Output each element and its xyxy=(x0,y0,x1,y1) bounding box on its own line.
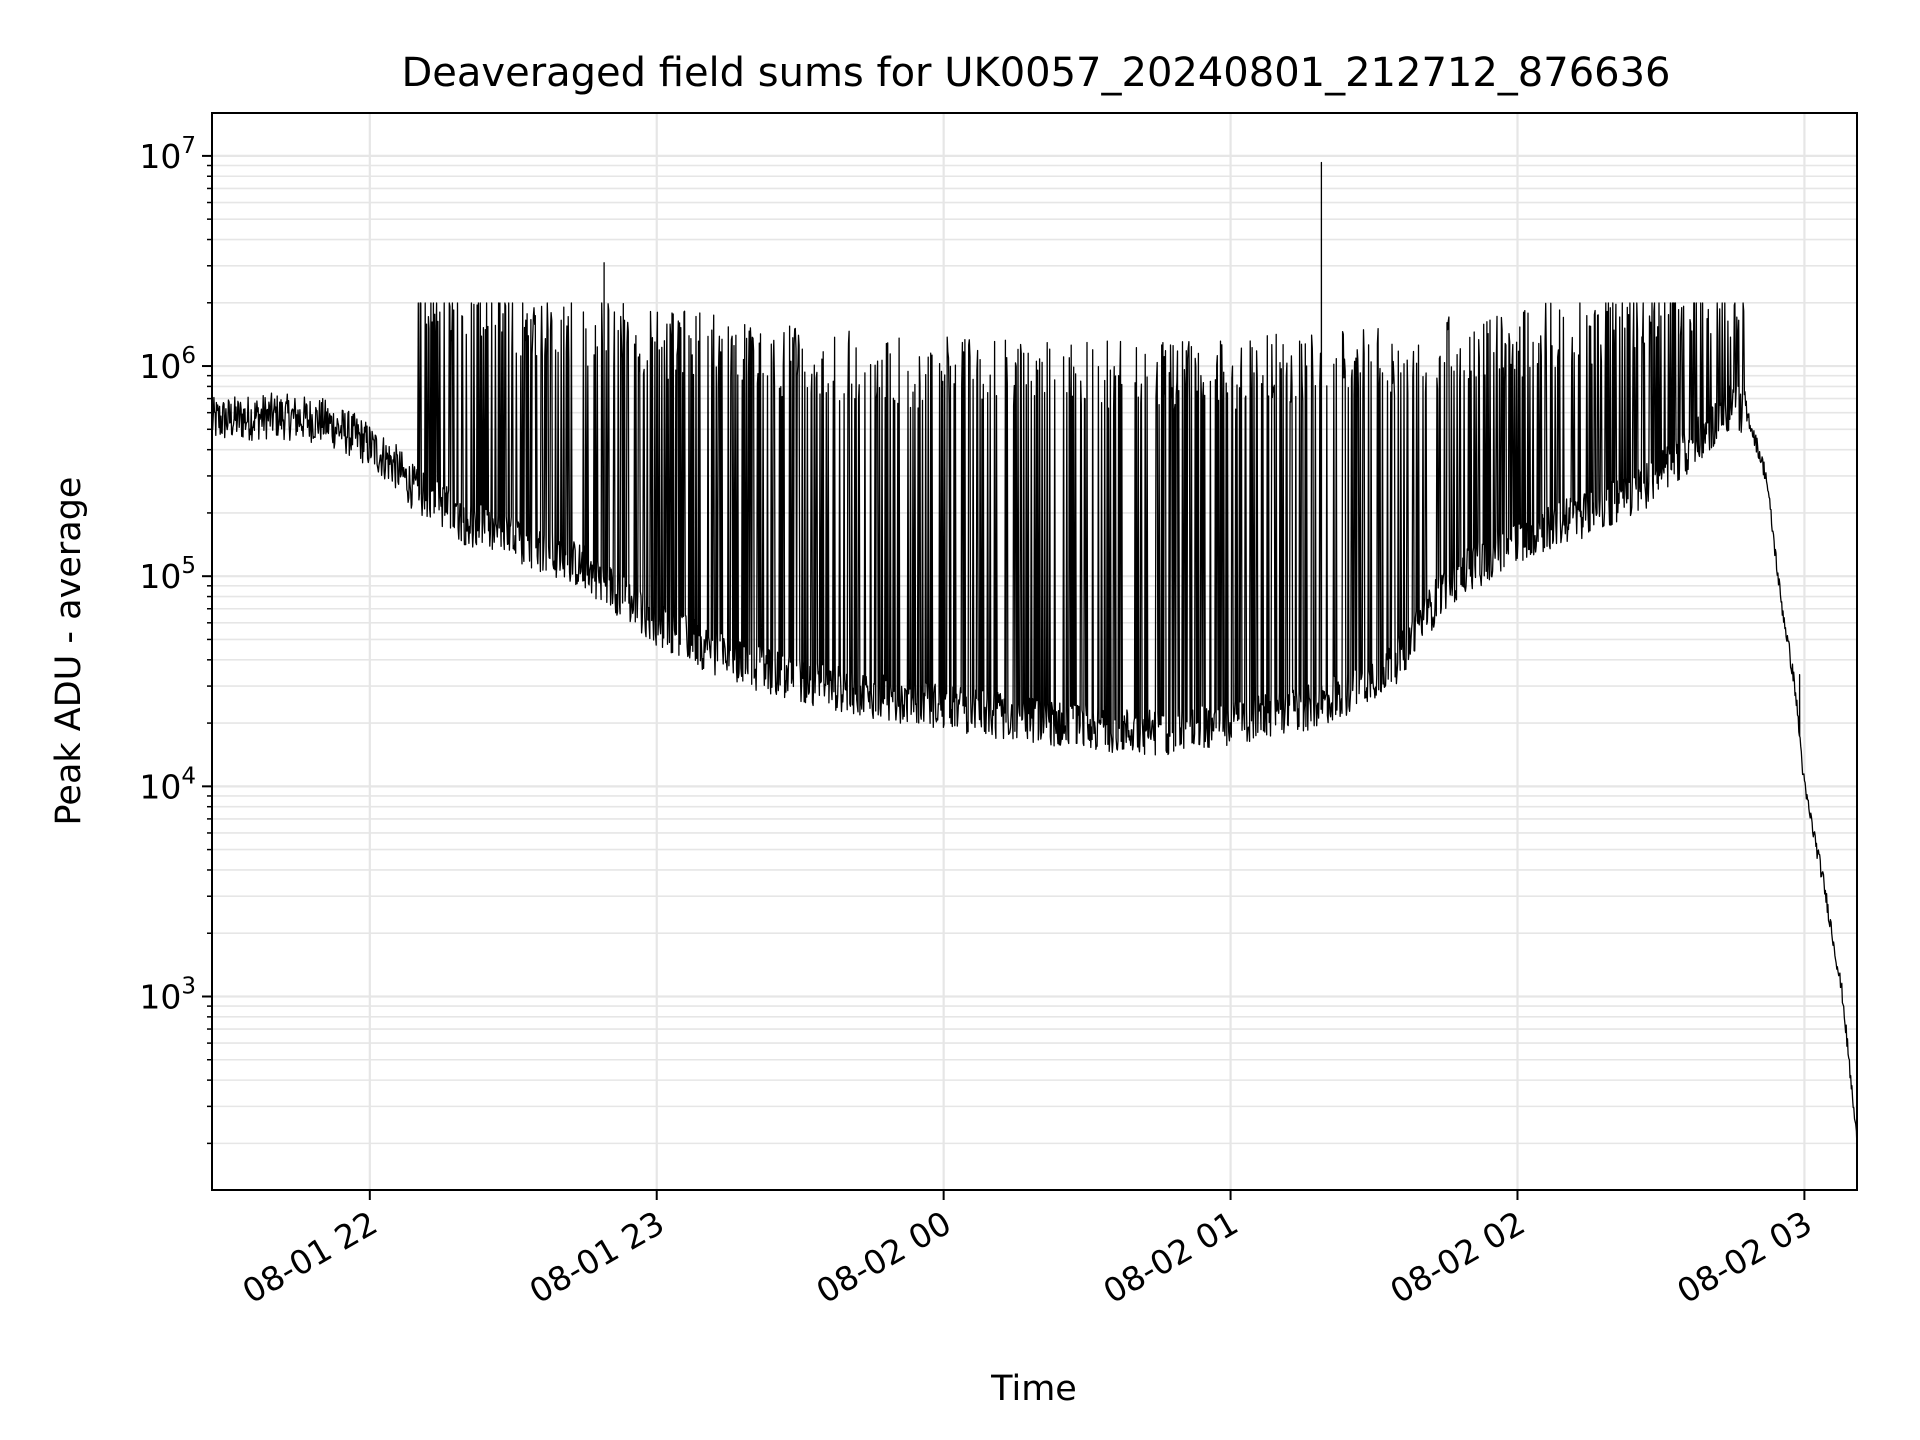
y-axis-label: Peak ADU - average xyxy=(49,477,89,826)
y-tick-label: 104 xyxy=(139,763,196,806)
series-line xyxy=(211,161,1858,1150)
y-axis: 103 104 105 106 107 xyxy=(139,133,212,1145)
y-tick-label: 106 xyxy=(139,343,196,386)
chart-title: Deaveraged field sums for UK0057_2024080… xyxy=(401,50,1670,96)
y-tick-label: 103 xyxy=(139,973,196,1016)
series-group xyxy=(211,161,1858,1150)
y-tick-label: 107 xyxy=(139,133,196,176)
y-tick-label: 105 xyxy=(139,553,196,596)
x-axis-label: Time xyxy=(990,1369,1077,1409)
plot-frame xyxy=(211,112,1858,1191)
